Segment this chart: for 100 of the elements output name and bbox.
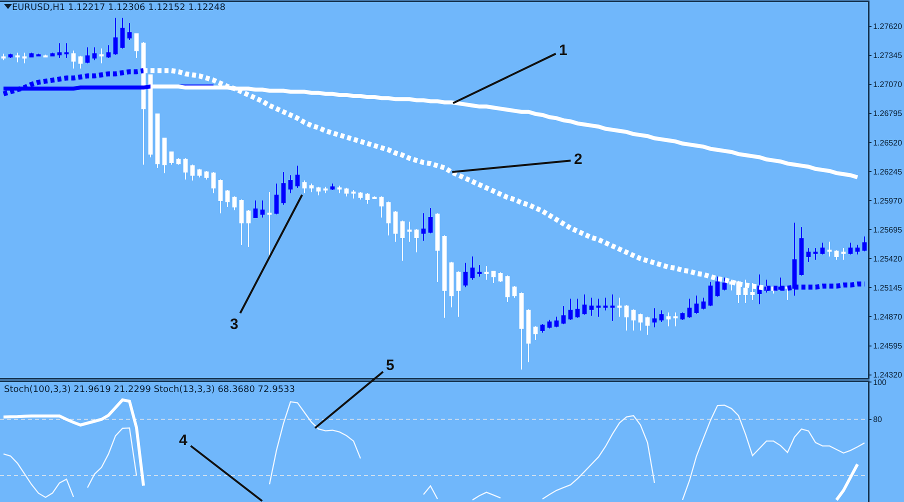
y-tick-label: 1.24320: [873, 370, 903, 380]
candlestick: [680, 312, 685, 320]
candlestick: [127, 22, 132, 41]
candlestick: [512, 286, 517, 298]
candlestick: [708, 281, 713, 307]
candlestick: [274, 183, 279, 215]
y-tick-label: 1.25145: [873, 284, 903, 292]
y-tick-label: 1.26245: [873, 167, 903, 176]
candlestick: [1, 53, 6, 61]
candlestick: [232, 196, 237, 211]
candlestick: [491, 270, 496, 284]
candlestick: [498, 272, 503, 282]
candlestick: [267, 192, 272, 256]
candlestick: [855, 244, 860, 255]
candlestick: [526, 308, 531, 363]
candlestick: [561, 306, 566, 325]
candlestick: [617, 297, 622, 318]
y-tick-label: 100: [873, 378, 887, 387]
candlestick: [71, 50, 76, 70]
candlestick: [484, 266, 489, 280]
candlestick: [407, 221, 412, 242]
candlestick: [638, 313, 643, 331]
candlestick: [337, 185, 342, 194]
annotation: 5: [386, 357, 394, 374]
candlestick: [253, 200, 258, 218]
candlestick: [211, 172, 216, 194]
candlestick: [225, 190, 230, 208]
candlestick: [414, 228, 419, 253]
candlestick: [820, 242, 825, 255]
chart-title: EURUSD,H1 1.12217 1.12306 1.12152 1.12248: [12, 3, 226, 14]
candlestick: [281, 172, 286, 206]
annotation: 4: [179, 432, 188, 449]
candlestick: [624, 304, 629, 331]
candlestick: [631, 308, 636, 331]
candlestick: [246, 210, 251, 248]
candlestick: [106, 44, 111, 58]
candlestick: [386, 201, 391, 236]
annotation: 2: [574, 151, 582, 168]
candlestick: [421, 212, 426, 242]
candlestick: [568, 298, 573, 320]
candlestick: [330, 183, 335, 190]
y-tick-label: 1.26795: [873, 109, 903, 118]
candlestick: [85, 46, 90, 64]
candlestick: [715, 276, 720, 298]
chart-title: Stoch(100,3,3) 21.9619 21.2299 Stoch(13,3,3) 68.3680 72.9533: [4, 385, 295, 396]
candlestick: [799, 226, 804, 276]
candlestick: [813, 248, 818, 260]
candlestick: [260, 200, 265, 218]
candlestick: [190, 164, 195, 181]
candlestick: [428, 207, 433, 234]
y-tick-label: 1.25695: [873, 225, 903, 234]
candlestick: [533, 326, 538, 340]
candlestick: [365, 192, 370, 204]
candlestick: [295, 165, 300, 188]
candlestick: [400, 220, 405, 262]
candlestick: [848, 242, 853, 255]
candlestick: [841, 248, 846, 260]
candlestick: [652, 308, 657, 328]
candlestick: [22, 52, 27, 64]
candlestick: [596, 298, 601, 318]
candlestick: [379, 196, 384, 218]
candlestick: [239, 199, 244, 246]
y-tick-label: 80: [873, 415, 883, 424]
candlestick: [162, 138, 167, 174]
candlestick: [827, 241, 832, 258]
candlestick: [155, 113, 160, 168]
candlestick: [722, 277, 727, 291]
candlestick: [442, 234, 447, 318]
y-tick-label: 1.27345: [873, 51, 903, 60]
candlestick: [344, 187, 349, 197]
annotation: 1: [559, 42, 568, 59]
candlestick: [218, 178, 223, 214]
candlestick: [15, 52, 20, 63]
candlestick: [666, 312, 671, 327]
candlestick: [603, 297, 608, 311]
candlestick: [309, 183, 314, 193]
candlestick: [610, 294, 615, 322]
candlestick: [134, 33, 139, 58]
candlestick: [99, 48, 104, 64]
candlestick: [169, 151, 174, 166]
candlestick: [694, 295, 699, 314]
candlestick: [64, 42, 69, 58]
candlestick: [575, 298, 580, 318]
candlestick: [456, 270, 461, 318]
candlestick: [92, 46, 97, 61]
candlestick: [463, 262, 468, 288]
candlestick: [673, 312, 678, 327]
candlestick: [687, 298, 692, 318]
candlestick: [204, 170, 209, 180]
candlestick: [547, 319, 552, 329]
y-tick-label: 1.24595: [873, 342, 903, 351]
candlestick: [701, 297, 706, 310]
candlestick: [302, 180, 307, 194]
y-tick-label: 1.25420: [873, 254, 903, 264]
candlestick: [449, 261, 454, 308]
candlestick: [358, 192, 363, 200]
candlestick: [57, 42, 62, 58]
candlestick: [645, 316, 650, 336]
candlestick: [323, 186, 328, 194]
y-tick-label: 1.27070: [873, 80, 903, 90]
